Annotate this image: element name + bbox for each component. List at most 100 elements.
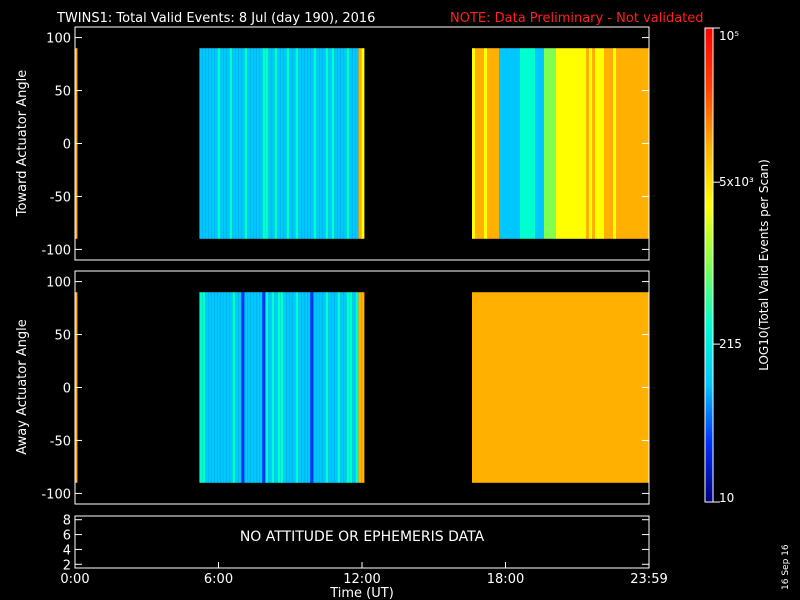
ytick-label: 8	[63, 514, 71, 529]
heatmap-stripe	[208, 292, 212, 483]
heatmap-stripe	[547, 48, 550, 239]
heatmap-stripe	[523, 48, 526, 239]
heatmap-stripe	[343, 48, 347, 239]
heatmap-stripe	[619, 292, 622, 483]
heatmap-stripe	[241, 48, 245, 239]
heatmap-stripe	[520, 292, 523, 483]
heatmap-stripe	[577, 48, 580, 239]
heatmap-stripe	[295, 292, 299, 483]
heatmap-stripe	[472, 48, 475, 239]
heatmap-stripe	[316, 292, 320, 483]
heatmap-stripe	[583, 292, 586, 483]
heatmap-stripe	[586, 48, 589, 239]
heatmap-stripe	[352, 48, 356, 239]
heatmap-stripe	[499, 48, 502, 239]
heatmap-stripe	[259, 48, 263, 239]
heatmap-stripe	[505, 48, 508, 239]
heatmap-stripe	[613, 48, 616, 239]
heatmap-stripe	[484, 48, 487, 239]
heatmap-stripe	[205, 292, 209, 483]
heatmap-stripe	[250, 292, 254, 483]
heatmap-stripe	[205, 48, 209, 239]
chart-title: TWINS1: Total Valid Events: 8 Jul (day 1…	[56, 11, 375, 26]
xtick-label: 6:00	[204, 572, 233, 587]
heatmap-stripe	[487, 292, 490, 483]
panel-attitude-xticks: 0:00 6:00 12:00 18:00 23:59	[60, 562, 668, 587]
heatmap-stripe	[571, 292, 574, 483]
heatmap-stripe	[316, 48, 320, 239]
panel-away: 100 50 0 -50 -100 Away Actuator Angle	[15, 270, 650, 505]
heatmap-stripe	[475, 292, 478, 483]
heatmap-stripe	[598, 48, 601, 239]
panel-away-yticks: 100 50 0 -50 -100	[41, 276, 649, 502]
heatmap-stripe	[592, 48, 595, 239]
heatmap-stripe	[265, 292, 269, 483]
xtick-label: 23:59	[630, 572, 667, 587]
heatmap-stripe	[601, 48, 604, 239]
heatmap-stripe	[541, 48, 544, 239]
heatmap-stripe	[229, 292, 233, 483]
panel-toward-yticks: 100 50 0 -50 -100	[41, 32, 649, 258]
heatmap-stripe	[271, 48, 275, 239]
heatmap-stripe	[226, 292, 230, 483]
heatmap-stripe	[361, 292, 365, 483]
colorbar-tick-label: 10⁵	[719, 29, 739, 43]
heatmap-stripe	[562, 48, 565, 239]
heatmap-stripe	[475, 48, 478, 239]
heatmap-stripe	[220, 292, 224, 483]
heatmap-stripe	[559, 292, 562, 483]
heatmap-stripe	[262, 292, 266, 483]
heatmap-stripe	[616, 48, 619, 239]
ytick-label: 50	[54, 329, 71, 344]
heatmap-stripe	[208, 48, 212, 239]
heatmap-stripe	[232, 292, 236, 483]
heatmap-stripe	[319, 48, 323, 239]
heatmap-stripe	[580, 48, 583, 239]
no-data-message: NO ATTITUDE OR EPHEMERIS DATA	[240, 529, 485, 545]
heatmap-stripe	[247, 292, 251, 483]
heatmap-stripe	[328, 48, 332, 239]
heatmap-stripe	[637, 292, 640, 483]
heatmap-stripe	[295, 48, 299, 239]
heatmap-stripe	[487, 48, 490, 239]
heatmap-stripe	[553, 292, 556, 483]
heatmap-stripe	[349, 48, 353, 239]
heatmap-stripe	[223, 48, 227, 239]
heatmap-stripe	[553, 48, 556, 239]
heatmap-stripe	[202, 292, 206, 483]
heatmap-stripe	[532, 292, 535, 483]
heatmap-stripe	[262, 48, 266, 239]
heatmap-stripe	[625, 292, 628, 483]
heatmap-stripe	[349, 292, 353, 483]
heatmap-stripe	[226, 48, 230, 239]
heatmap-stripe	[472, 292, 475, 483]
heatmap-stripe	[625, 48, 628, 239]
heatmap-stripe	[622, 48, 625, 239]
heatmap-stripe	[544, 292, 547, 483]
heatmap-stripe	[523, 292, 526, 483]
heatmap-stripe	[289, 292, 293, 483]
heatmap-stripe	[586, 292, 589, 483]
date-stamp: 16 Sep 16	[781, 544, 791, 590]
heatmap-stripe	[601, 292, 604, 483]
heatmap-stripe	[325, 48, 329, 239]
heatmap-stripe	[538, 48, 541, 239]
heatmap-stripe	[220, 48, 224, 239]
heatmap-stripe	[280, 292, 284, 483]
heatmap-stripe	[307, 48, 311, 239]
heatmap-stripe	[514, 292, 517, 483]
heatmap-stripe	[610, 48, 613, 239]
heatmap-stripe	[535, 48, 538, 239]
heatmap-stripe	[235, 48, 239, 239]
heatmap-stripe	[556, 48, 559, 239]
heatmap-stripe	[238, 292, 242, 483]
heatmap-stripe	[346, 48, 350, 239]
heatmap-stripe	[502, 292, 505, 483]
colorbar-scale	[705, 28, 713, 502]
heatmap-stripe	[304, 48, 308, 239]
heatmap-stripe	[355, 292, 359, 483]
ytick-label: -100	[41, 243, 71, 258]
heatmap-stripe	[283, 48, 287, 239]
